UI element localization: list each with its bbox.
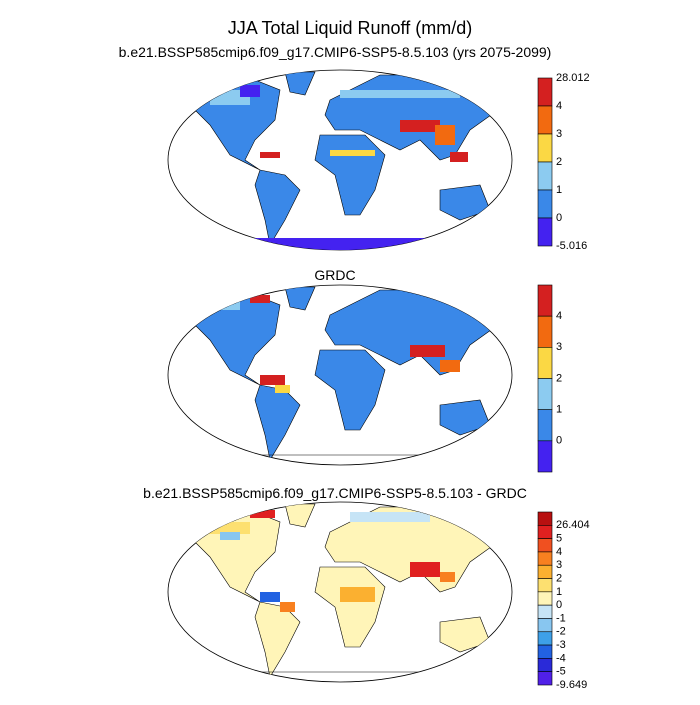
colorbar-label: -5.016 (556, 240, 587, 252)
colorbar-box (537, 631, 553, 646)
colorbar-box (537, 105, 553, 135)
colorbar-box (537, 658, 553, 672)
map-panel (167, 69, 513, 251)
colorbar-box (537, 347, 553, 379)
colorbar-label: 4 (556, 310, 562, 322)
colorbar-label: -4 (556, 652, 566, 664)
colorbar-label: 4 (556, 546, 562, 558)
colorbar-label: 1 (556, 586, 562, 598)
colorbar-label: 5 (556, 533, 562, 545)
colorbar-label: 3 (556, 559, 562, 571)
colorbar-box (537, 551, 553, 566)
colorbar: 4 3 2 1 0 (537, 284, 562, 473)
colorbar-label: 26.404 (556, 519, 590, 531)
panel-subtitle: GRDC (314, 267, 355, 283)
colorbar-box (537, 378, 553, 410)
colorbar-label: -3 (556, 639, 566, 651)
colorbar-label: 0 (556, 435, 562, 447)
colorbar-box (537, 564, 553, 579)
colorbar-label: -5 (556, 666, 566, 678)
panel-subtitle: b.e21.BSSP585cmip6.f09_g17.CMIP6-SSP5-8.… (143, 485, 527, 501)
colorbar-label: -9.649 (556, 679, 587, 691)
colorbar-box (537, 511, 553, 526)
colorbar: 28.012 4 3 2 1 0 -5.016 (537, 72, 590, 252)
colorbar-box (537, 591, 553, 606)
colorbar-box (537, 189, 553, 219)
colorbar-label: 3 (556, 341, 562, 353)
colorbar-box (537, 604, 553, 619)
colorbar-label: 2 (556, 372, 562, 384)
colorbar-box (537, 538, 553, 553)
colorbar-label: 4 (556, 100, 562, 112)
colorbar-box (537, 409, 553, 442)
colorbar-label: -1 (556, 612, 566, 624)
colorbar-label: 3 (556, 128, 562, 140)
map-panel (167, 284, 513, 466)
colorbar-box (537, 644, 553, 659)
colorbar-box (537, 671, 553, 686)
colorbar-label: 0 (556, 212, 562, 224)
colorbar-box (537, 315, 553, 348)
colorbar-box (537, 217, 553, 247)
colorbar-box (537, 161, 553, 191)
colorbar-label: 2 (556, 572, 562, 584)
map-panel (167, 501, 513, 683)
colorbar-box (537, 440, 553, 473)
colorbar-box (537, 525, 553, 539)
panel-subtitle: b.e21.BSSP585cmip6.f09_g17.CMIP6-SSP5-8.… (119, 44, 552, 60)
colorbar-label: 1 (556, 184, 562, 196)
colorbar-box (537, 618, 553, 633)
colorbar-box (537, 77, 553, 107)
colorbar-label: 2 (556, 156, 562, 168)
colorbar-box (537, 133, 553, 163)
colorbar-box (537, 578, 553, 593)
colorbar-label: -2 (556, 626, 566, 638)
colorbar-box (537, 284, 553, 317)
colorbar-label: 1 (556, 404, 562, 416)
figure-title: JJA Total Liquid Runoff (mm/d) (228, 18, 472, 38)
colorbar-label: 28.012 (556, 72, 590, 84)
colorbar-label: 0 (556, 599, 562, 611)
